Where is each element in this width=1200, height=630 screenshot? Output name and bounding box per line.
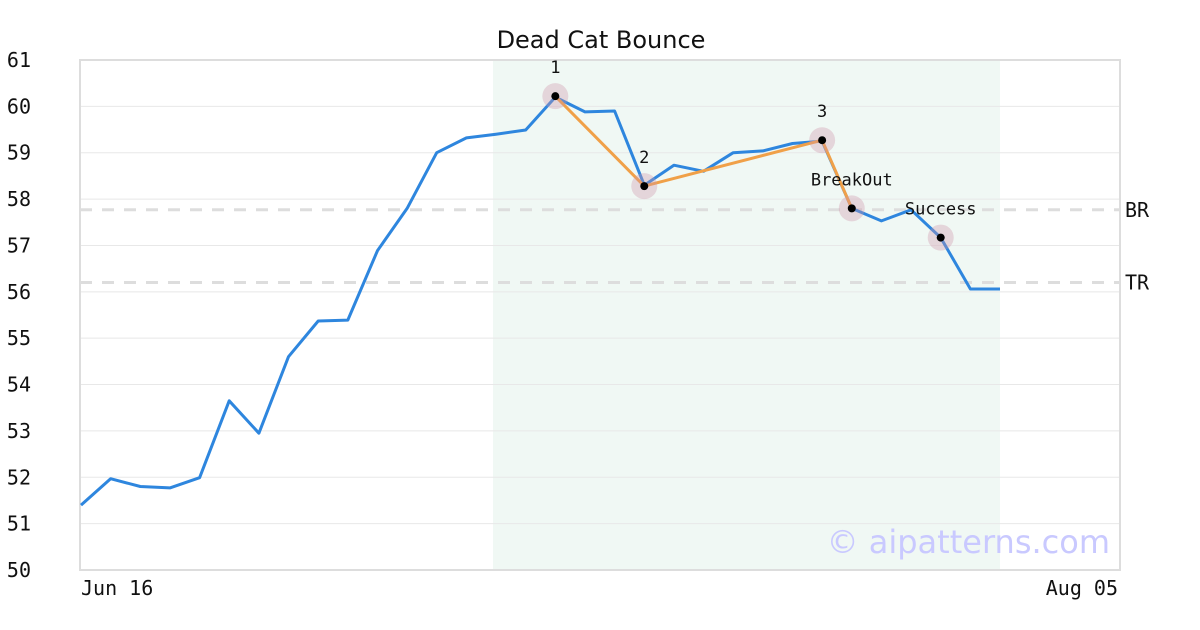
pattern-point-label: 2 bbox=[639, 148, 649, 168]
pattern-point bbox=[640, 182, 649, 191]
y-tick-label: 57 bbox=[7, 233, 31, 257]
x-axis: Jun 16 Aug 05 bbox=[81, 576, 1118, 600]
pattern-point-label: 1 bbox=[550, 58, 560, 78]
pattern-point-label: Success bbox=[905, 200, 977, 220]
y-tick-label: 53 bbox=[7, 419, 31, 443]
pattern-point-label: BreakOut bbox=[811, 170, 893, 190]
pattern-point-label: 3 bbox=[817, 102, 827, 122]
pattern-points: 1 2 3 BreakOut Success bbox=[542, 58, 977, 251]
pattern-layer bbox=[554, 95, 854, 209]
y-tick-label: 56 bbox=[7, 280, 31, 304]
y-tick-label: 50 bbox=[7, 558, 31, 582]
chart-title: Dead Cat Bounce bbox=[497, 26, 706, 54]
y-tick-label: 61 bbox=[7, 48, 31, 72]
pattern-line bbox=[554, 95, 854, 209]
pattern-point bbox=[936, 233, 945, 242]
watermark: © aipatterns.com bbox=[827, 523, 1110, 561]
plot-frame bbox=[79, 59, 1121, 571]
y-tick-label: 54 bbox=[7, 373, 31, 397]
y-tick-label: 52 bbox=[7, 465, 31, 489]
y-tick-label: 60 bbox=[7, 94, 31, 118]
y-tick-label: 55 bbox=[7, 326, 31, 350]
y-tick-label: 59 bbox=[7, 141, 31, 165]
grid bbox=[80, 59, 1120, 571]
highlight-region bbox=[493, 60, 1000, 570]
reference-line-label: BR bbox=[1125, 198, 1150, 222]
reference-line-label: TR bbox=[1125, 271, 1150, 295]
reference-lines: BR TR bbox=[80, 198, 1150, 295]
pattern-point bbox=[847, 204, 856, 213]
pattern-point bbox=[551, 92, 560, 101]
y-axis: 50 51 52 53 54 55 56 57 58 59 60 61 bbox=[7, 48, 31, 582]
x-tick-label: Jun 16 bbox=[81, 576, 153, 600]
y-tick-label: 58 bbox=[7, 187, 31, 211]
x-tick-label: Aug 05 bbox=[1046, 576, 1118, 600]
pattern-point bbox=[818, 136, 827, 145]
y-tick-label: 51 bbox=[7, 512, 31, 536]
